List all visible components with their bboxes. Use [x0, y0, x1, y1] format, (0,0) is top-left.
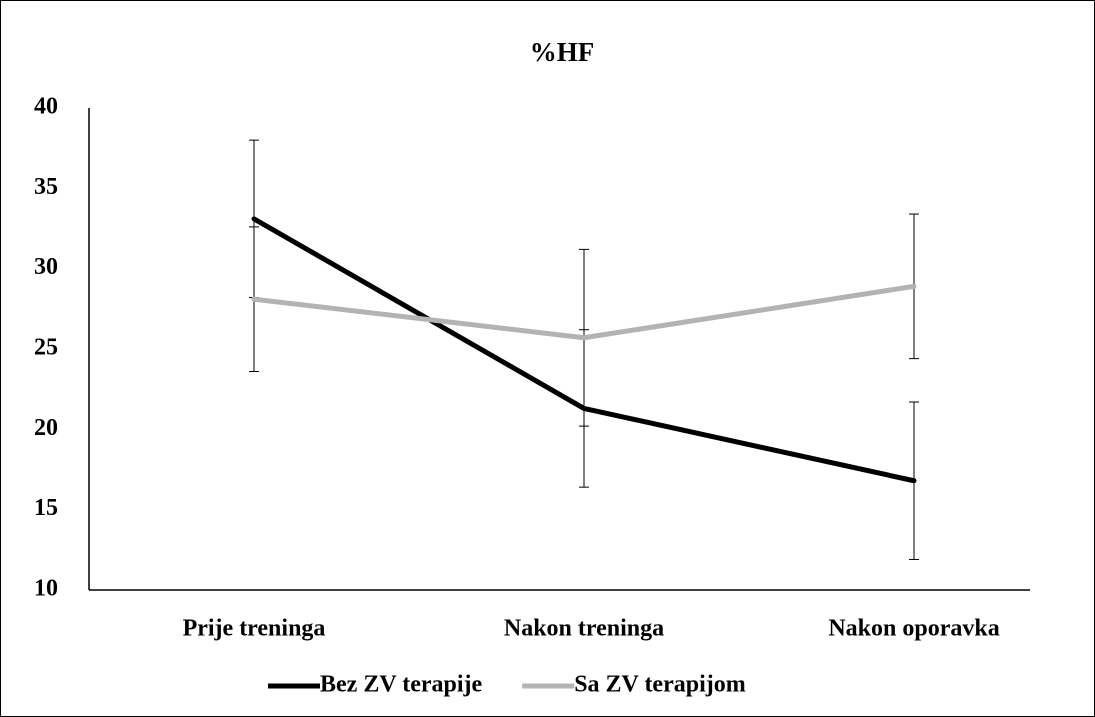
y-tick-label: 35 [34, 174, 58, 200]
x-tick-label: Nakon oporavka [828, 616, 999, 642]
legend-label: Bez ZV terapije [320, 672, 483, 698]
y-tick-label: 25 [34, 335, 58, 361]
chart-title: %HF [530, 37, 595, 67]
y-tick-label: 40 [34, 94, 58, 120]
series-line [251, 216, 917, 484]
y-tick-label: 30 [34, 254, 58, 280]
series-line [251, 283, 917, 341]
y-tick-label: 15 [34, 495, 58, 521]
x-tick-label: Nakon treninga [504, 616, 664, 642]
legend-label: Sa ZV terapijom [574, 672, 746, 698]
y-tick-label: 20 [34, 415, 58, 441]
y-tick-label: 10 [34, 576, 58, 602]
x-tick-label: Prije treninga [183, 616, 326, 642]
